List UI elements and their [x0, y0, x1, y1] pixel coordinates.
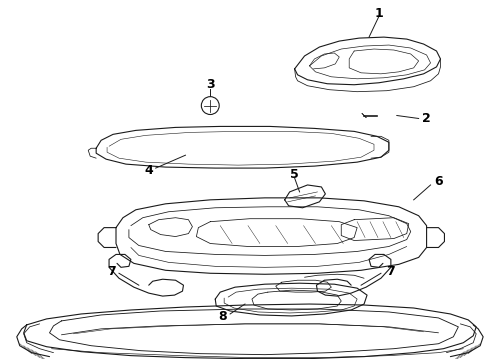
Text: 7: 7 — [107, 265, 116, 278]
Text: 3: 3 — [206, 78, 215, 91]
Text: 7: 7 — [387, 265, 395, 278]
Text: 6: 6 — [434, 175, 443, 189]
Text: 8: 8 — [218, 310, 226, 323]
Text: 2: 2 — [422, 112, 431, 125]
Text: 1: 1 — [374, 7, 383, 20]
Text: 4: 4 — [145, 163, 153, 176]
Text: 5: 5 — [290, 167, 299, 181]
